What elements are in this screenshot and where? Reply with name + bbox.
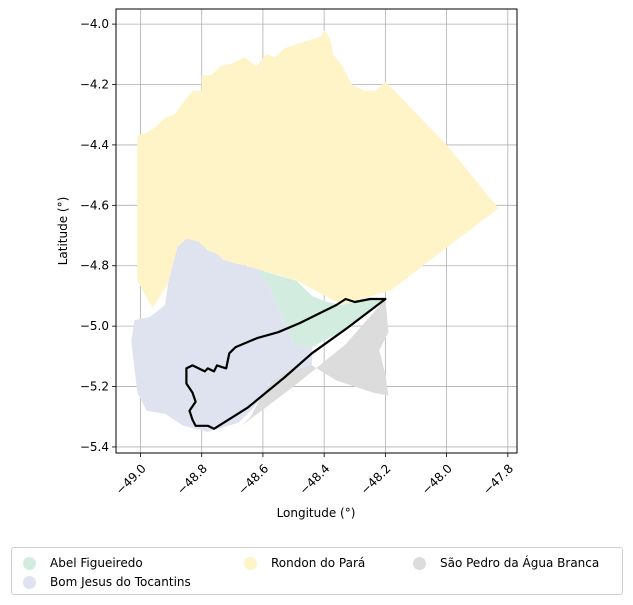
y-tick-label: −4.4 [80, 138, 109, 152]
outline [185, 297, 387, 430]
legend-item: Abel Figueiredo [23, 556, 143, 570]
y-tick-label: −4.0 [80, 17, 109, 31]
y-axis: −4.0 −4.2 −4.4 −4.6 −4.8 −5.0 −5.2 −5.4 [80, 17, 116, 454]
plot-frame [115, 8, 518, 454]
x-tick-label: −48.6 [235, 461, 271, 497]
x-tick-label: −48.4 [297, 461, 333, 497]
y-tick-label: −5.2 [80, 380, 109, 394]
region-sao-pedro-da-agua-branca [201, 299, 389, 432]
y-tick-label: −4.8 [80, 259, 109, 273]
x-axis: −49.0 −48.8 −48.6 −48.4 −48.2 −48.0 −47.8 [113, 453, 516, 497]
y-tick-label: −4.2 [80, 78, 109, 92]
legend-item: Bom Jesus do Tocantins [23, 575, 191, 589]
region-rondon-do-para [137, 30, 499, 308]
legend: Abel Figueiredo Bom Jesus do Tocantins R… [11, 547, 623, 595]
x-tick-label: −47.8 [480, 461, 516, 497]
legend-swatch-icon [413, 556, 426, 570]
regions [131, 30, 499, 432]
region-bom-jesus-do-tocantins [131, 238, 312, 432]
boundary-outline [185, 297, 387, 430]
legend-swatch-icon [23, 575, 36, 589]
legend-item: São Pedro da Água Branca [413, 556, 599, 570]
x-axis-label: Longitude (°) [277, 506, 356, 520]
x-tick-label: −49.0 [113, 461, 149, 497]
legend-item: Rondon do Pará [244, 556, 365, 570]
legend-label: Bom Jesus do Tocantins [50, 575, 191, 589]
y-axis-label: Latitude (°) [56, 197, 70, 266]
legend-label: Rondon do Pará [271, 556, 366, 570]
legend-swatch-icon [244, 556, 257, 570]
x-tick-label: −48.0 [419, 461, 455, 497]
legend-label: Abel Figueiredo [50, 556, 143, 570]
legend-swatch-icon [23, 556, 36, 570]
y-tick-label: −5.0 [80, 319, 109, 333]
legend-label: São Pedro da Água Branca [440, 556, 600, 570]
y-tick-label: −4.6 [80, 198, 109, 212]
y-tick-label: −5.4 [80, 440, 109, 454]
x-tick-label: −48.8 [174, 461, 210, 497]
x-tick-label: −48.2 [358, 461, 394, 497]
